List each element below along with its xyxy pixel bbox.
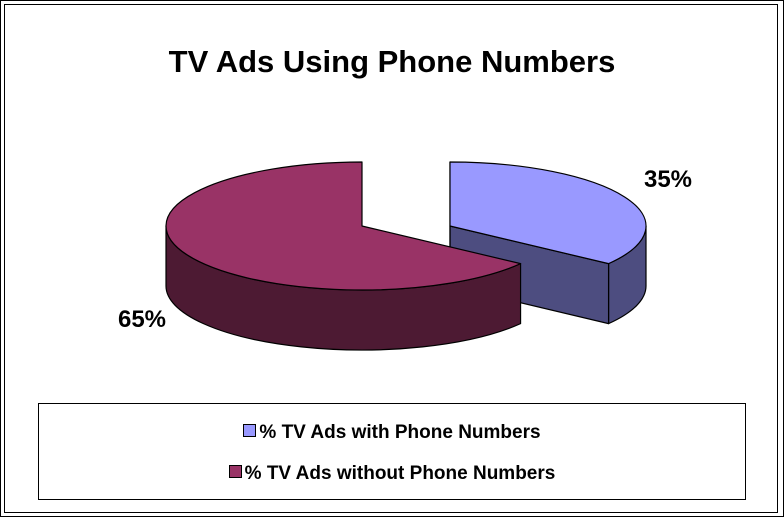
chart-title: TV Ads Using Phone Numbers [168, 44, 616, 79]
legend-label-with-phone: % TV Ads with Phone Numbers [259, 422, 541, 443]
legend-item-with-phone: % TV Ads with Phone Numbers [39, 422, 745, 444]
pie-slices [165, 161, 647, 351]
legend-label-without-phone: % TV Ads without Phone Numbers [244, 463, 556, 484]
legend-swatch-without-phone [228, 465, 242, 478]
chart-inner-frame [4, 4, 778, 513]
legend-item-without-phone: % TV Ads without Phone Numbers [39, 463, 745, 485]
legend-swatch-with-phone [243, 424, 257, 437]
pie-slice-with-phone [449, 161, 647, 325]
data-label-with-phone: 35% [644, 166, 692, 193]
pie-slice-without-phone [165, 161, 522, 351]
legend: % TV Ads with Phone Numbers % TV Ads wit… [38, 403, 746, 500]
data-label-without-phone: 65% [118, 306, 166, 333]
